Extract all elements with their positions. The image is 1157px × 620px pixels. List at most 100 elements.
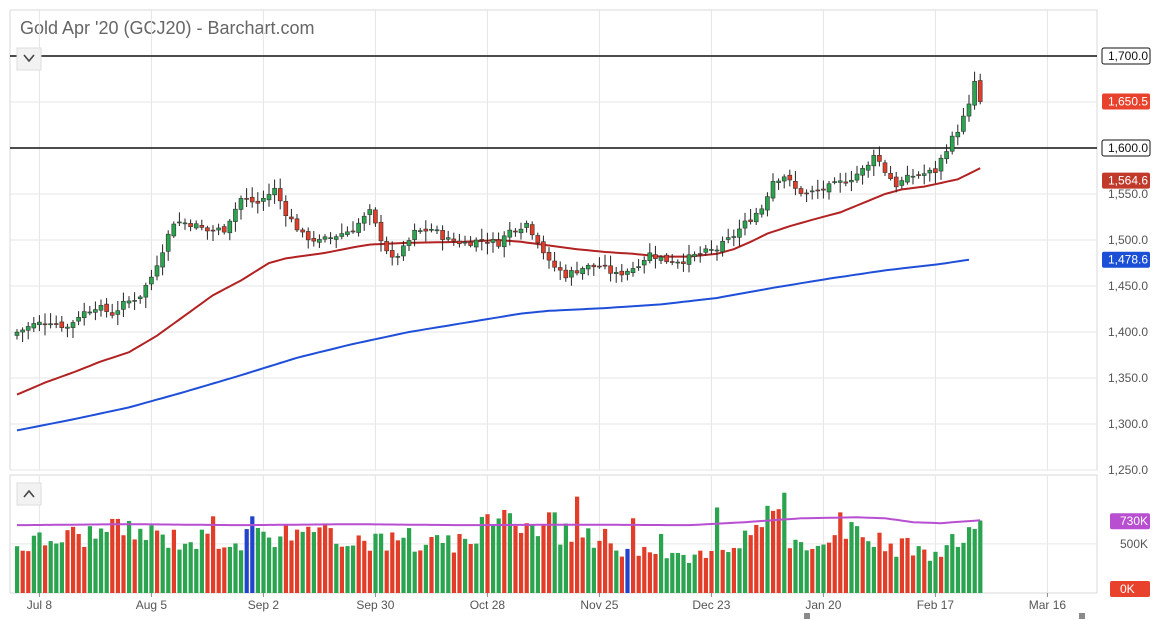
- candle-body: [350, 230, 356, 233]
- candle-body: [496, 239, 501, 247]
- candle-body: [933, 168, 938, 173]
- volume-bar: [591, 547, 596, 593]
- candle-body: [938, 157, 944, 172]
- volume-bar: [283, 525, 288, 593]
- volume-bar: [653, 553, 658, 593]
- date-label: Sep 2: [248, 598, 280, 612]
- candle-body: [31, 323, 37, 329]
- candle-body: [339, 233, 345, 237]
- candle-body: [843, 181, 849, 184]
- candle-body: [737, 228, 742, 238]
- volume-bar: [166, 547, 171, 593]
- candle-body: [535, 235, 541, 244]
- price-panel[interactable]: 1,250.0 1,300.0 1,350.0 1,400.0 1,450.0 1,500…: [9, 9, 1151, 477]
- volume-bar: [261, 531, 266, 593]
- volume-bar: [597, 540, 602, 593]
- volume-bar: [485, 514, 490, 593]
- candle-body: [854, 173, 860, 181]
- volume-bar: [199, 529, 204, 593]
- candle-body: [625, 270, 630, 275]
- volume-bar: [143, 540, 148, 593]
- volume-bar: [188, 542, 193, 593]
- candle-body: [613, 271, 619, 274]
- candle-body: [384, 241, 389, 252]
- candle-body: [541, 241, 546, 254]
- candle-body: [569, 270, 574, 278]
- candle-body: [916, 174, 921, 176]
- volume-bar: [877, 532, 882, 593]
- candle-body: [529, 224, 535, 236]
- candle-body: [412, 229, 417, 240]
- volume-bar: [631, 518, 636, 593]
- volume-bar: [132, 539, 137, 593]
- level-tag-box: [1101, 139, 1151, 157]
- volume-bar: [916, 546, 921, 593]
- volume-bar: [278, 536, 283, 593]
- volume-bar: [222, 547, 227, 593]
- volume-bar: [115, 518, 120, 593]
- candle-body: [20, 329, 25, 333]
- volume-bar: [535, 536, 540, 593]
- candle-body: [311, 238, 317, 242]
- candle-body: [25, 326, 31, 331]
- candle-body: [927, 169, 933, 174]
- candle-body: [882, 162, 888, 173]
- candle-body: [546, 251, 552, 261]
- candle-body: [720, 240, 725, 253]
- date-label: Nov 25: [580, 598, 618, 612]
- volume-bar: [619, 556, 624, 593]
- candle-body: [143, 285, 149, 298]
- volume-bar: [765, 505, 770, 593]
- volume-bar: [547, 512, 552, 593]
- candle-body: [406, 240, 412, 246]
- volume-bar: [474, 543, 479, 593]
- candle-body: [641, 260, 647, 266]
- collapse-price-button[interactable]: [16, 47, 42, 71]
- volume-bar: [815, 545, 820, 593]
- candle-body: [580, 268, 585, 275]
- volume-avg-tag-label: 730K: [1120, 514, 1148, 528]
- volume-bar: [401, 537, 406, 593]
- candle-body: [137, 296, 143, 299]
- volume-bar: [866, 541, 871, 593]
- volume-bar: [149, 525, 154, 593]
- ma200-path: [16, 258, 970, 432]
- volume-bar: [608, 543, 613, 593]
- volume-bar: [440, 542, 445, 593]
- volume-zero-tag-box: [1110, 581, 1150, 597]
- price-tick-label: 1,250.0: [1108, 463, 1148, 477]
- volume-bar: [317, 527, 322, 593]
- candle-body: [977, 80, 983, 102]
- candle-body: [238, 198, 244, 210]
- candle-body: [798, 188, 804, 194]
- candle-body: [910, 175, 916, 178]
- candle-body: [636, 266, 641, 268]
- candle-body: [697, 253, 703, 255]
- volume-bar: [334, 543, 339, 593]
- candle-body: [429, 229, 434, 231]
- candle-body: [59, 321, 65, 328]
- candle-body: [675, 261, 681, 264]
- volume-panel[interactable]: 500K 730K 0K: [9, 474, 1150, 597]
- volume-bar: [211, 516, 216, 593]
- date-label: Oct 28: [470, 598, 506, 612]
- volume-bar: [379, 533, 384, 593]
- candle-body: [227, 220, 233, 234]
- candle-body: [669, 261, 675, 263]
- volume-bar: [311, 532, 316, 593]
- volume-bar: [407, 528, 412, 593]
- candle-body: [557, 267, 563, 271]
- candle-body: [961, 115, 966, 132]
- collapse-volume-button[interactable]: [16, 482, 42, 506]
- candle-body: [787, 174, 793, 181]
- volume-bar: [771, 510, 776, 593]
- candle-body: [748, 219, 753, 222]
- event-marker-icon: [1079, 613, 1085, 619]
- volume-bar: [524, 523, 529, 593]
- candle-body: [501, 235, 507, 248]
- candle-body: [300, 229, 305, 233]
- volume-bar: [15, 546, 20, 593]
- candle-body: [714, 249, 720, 252]
- volume-bar: [810, 548, 815, 593]
